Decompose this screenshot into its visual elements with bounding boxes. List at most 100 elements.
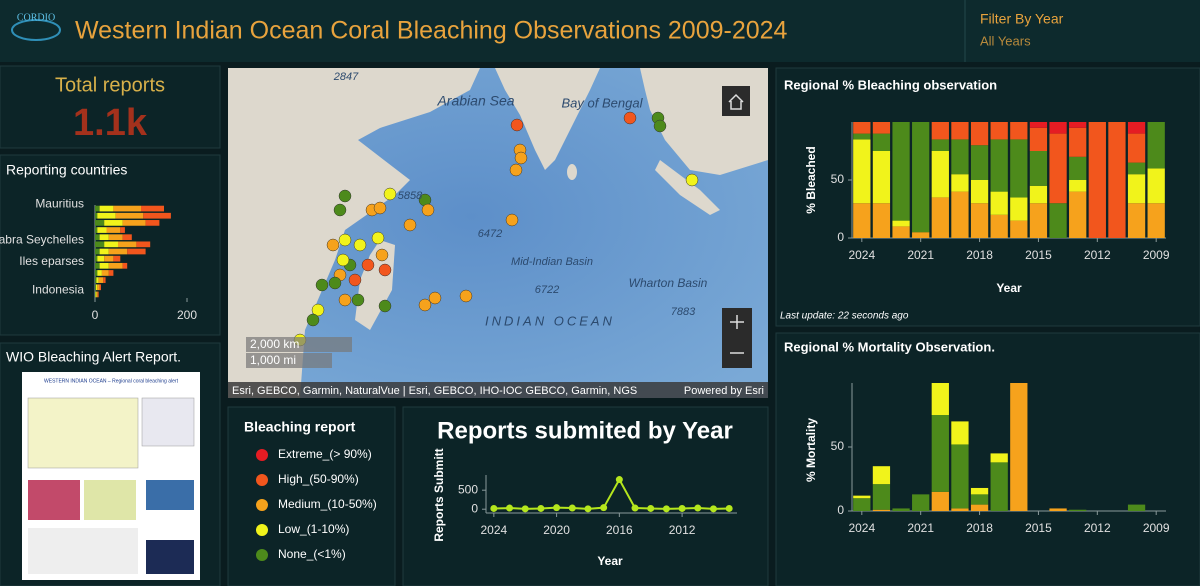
map-point[interactable] xyxy=(326,238,340,252)
bar-segment xyxy=(95,255,98,262)
bar-segment xyxy=(122,262,128,269)
y-tick-label: Indonesia xyxy=(32,283,84,297)
point xyxy=(725,504,733,512)
map-point[interactable] xyxy=(378,299,392,313)
map-point[interactable] xyxy=(459,289,473,303)
map-point[interactable] xyxy=(509,163,523,177)
report-table xyxy=(27,397,139,469)
map-label: Wharton Basin xyxy=(629,276,708,290)
report-figure xyxy=(84,480,136,520)
powered-by: Powered by Esri xyxy=(684,385,764,397)
map-point[interactable] xyxy=(351,293,365,307)
bar-segment xyxy=(1049,508,1067,511)
bar-segment xyxy=(108,234,123,241)
bar-segment xyxy=(1010,383,1028,511)
y-axis-label: Reports Submitt xyxy=(432,448,446,541)
legend-label: Medium_(10-50%) xyxy=(278,497,377,511)
map-label: Bay of Bengal xyxy=(562,95,644,110)
map-point[interactable] xyxy=(505,213,519,227)
bar-segment xyxy=(95,220,105,226)
map-point[interactable] xyxy=(315,278,329,292)
bar-segment xyxy=(1069,191,1087,238)
home-button[interactable] xyxy=(722,86,750,116)
bar-segment xyxy=(970,203,989,238)
bar-segment xyxy=(951,444,969,509)
land xyxy=(495,68,600,170)
y-tick-label: 0 xyxy=(471,501,478,515)
land xyxy=(228,68,480,398)
map-point[interactable] xyxy=(378,263,392,277)
point xyxy=(521,505,529,513)
bar-segment xyxy=(990,462,1008,511)
map-point[interactable] xyxy=(336,253,350,267)
bar-segment xyxy=(108,270,114,276)
map-point[interactable] xyxy=(418,298,432,312)
map-point[interactable] xyxy=(353,238,367,252)
bar-segment xyxy=(1010,139,1028,198)
map-point[interactable] xyxy=(403,218,417,232)
map-point[interactable] xyxy=(428,291,442,305)
map-point[interactable] xyxy=(333,203,347,217)
map-point[interactable] xyxy=(510,118,524,132)
bar-segment xyxy=(970,504,989,511)
map-point[interactable] xyxy=(421,203,435,217)
map-point[interactable] xyxy=(623,111,637,125)
bar-segment xyxy=(892,226,910,238)
point xyxy=(553,504,561,512)
bar-segment xyxy=(113,255,121,262)
map-point[interactable] xyxy=(311,303,325,317)
map-point[interactable] xyxy=(383,187,397,201)
point xyxy=(600,504,608,512)
map-point[interactable] xyxy=(514,151,528,165)
bar-segment xyxy=(1029,122,1048,128)
bar-segment xyxy=(136,241,151,248)
bar-segment xyxy=(1147,203,1165,238)
map-point[interactable] xyxy=(371,231,385,245)
bar-segment xyxy=(853,122,871,134)
map-point[interactable] xyxy=(328,276,342,290)
logo: CORDIO xyxy=(17,12,55,23)
footnote: Last update: 22 seconds ago xyxy=(780,311,909,322)
map-point[interactable] xyxy=(338,293,352,307)
report-figure xyxy=(146,480,194,510)
map-point[interactable] xyxy=(373,201,387,215)
map-point[interactable] xyxy=(361,258,375,272)
bar-segment xyxy=(1069,180,1087,192)
map-point[interactable] xyxy=(653,119,667,133)
header xyxy=(0,0,1200,62)
x-tick-label: 2012 xyxy=(1084,248,1111,262)
x-tick-label: 200 xyxy=(177,308,197,322)
map-point[interactable] xyxy=(338,233,352,247)
report-heading: WESTERN INDIAN OCEAN – Regional coral bl… xyxy=(44,378,179,384)
bar-segment xyxy=(931,197,949,238)
bar-segment xyxy=(970,494,989,505)
bar-segment xyxy=(970,122,989,146)
bar-segment xyxy=(931,491,949,511)
report-box xyxy=(141,397,195,447)
point xyxy=(568,504,576,512)
bar-segment xyxy=(872,509,891,511)
bar-segment xyxy=(97,255,105,262)
map-point[interactable] xyxy=(306,313,320,327)
bar-segment xyxy=(120,227,125,233)
map-point[interactable] xyxy=(348,273,362,287)
attribution-bar xyxy=(228,382,768,398)
map-point[interactable] xyxy=(375,248,389,262)
x-tick-label: 2015 xyxy=(1025,248,1052,262)
map-point[interactable] xyxy=(338,189,352,203)
map-point[interactable] xyxy=(685,173,699,187)
bar-segment xyxy=(951,174,969,192)
land xyxy=(567,164,577,180)
bar-segment xyxy=(1049,203,1067,238)
map-label: 2847 xyxy=(333,71,359,83)
filter-value[interactable]: All Years xyxy=(980,33,1031,48)
zoom-icons xyxy=(730,315,744,354)
point xyxy=(631,504,639,512)
point xyxy=(709,505,717,513)
y-tick-label: 500 xyxy=(458,482,478,496)
report-text xyxy=(28,528,138,574)
bar-segment xyxy=(1127,203,1146,238)
point xyxy=(584,505,592,513)
bar-segment xyxy=(97,284,100,291)
chart-title: Regional % Bleaching observation xyxy=(784,77,997,92)
